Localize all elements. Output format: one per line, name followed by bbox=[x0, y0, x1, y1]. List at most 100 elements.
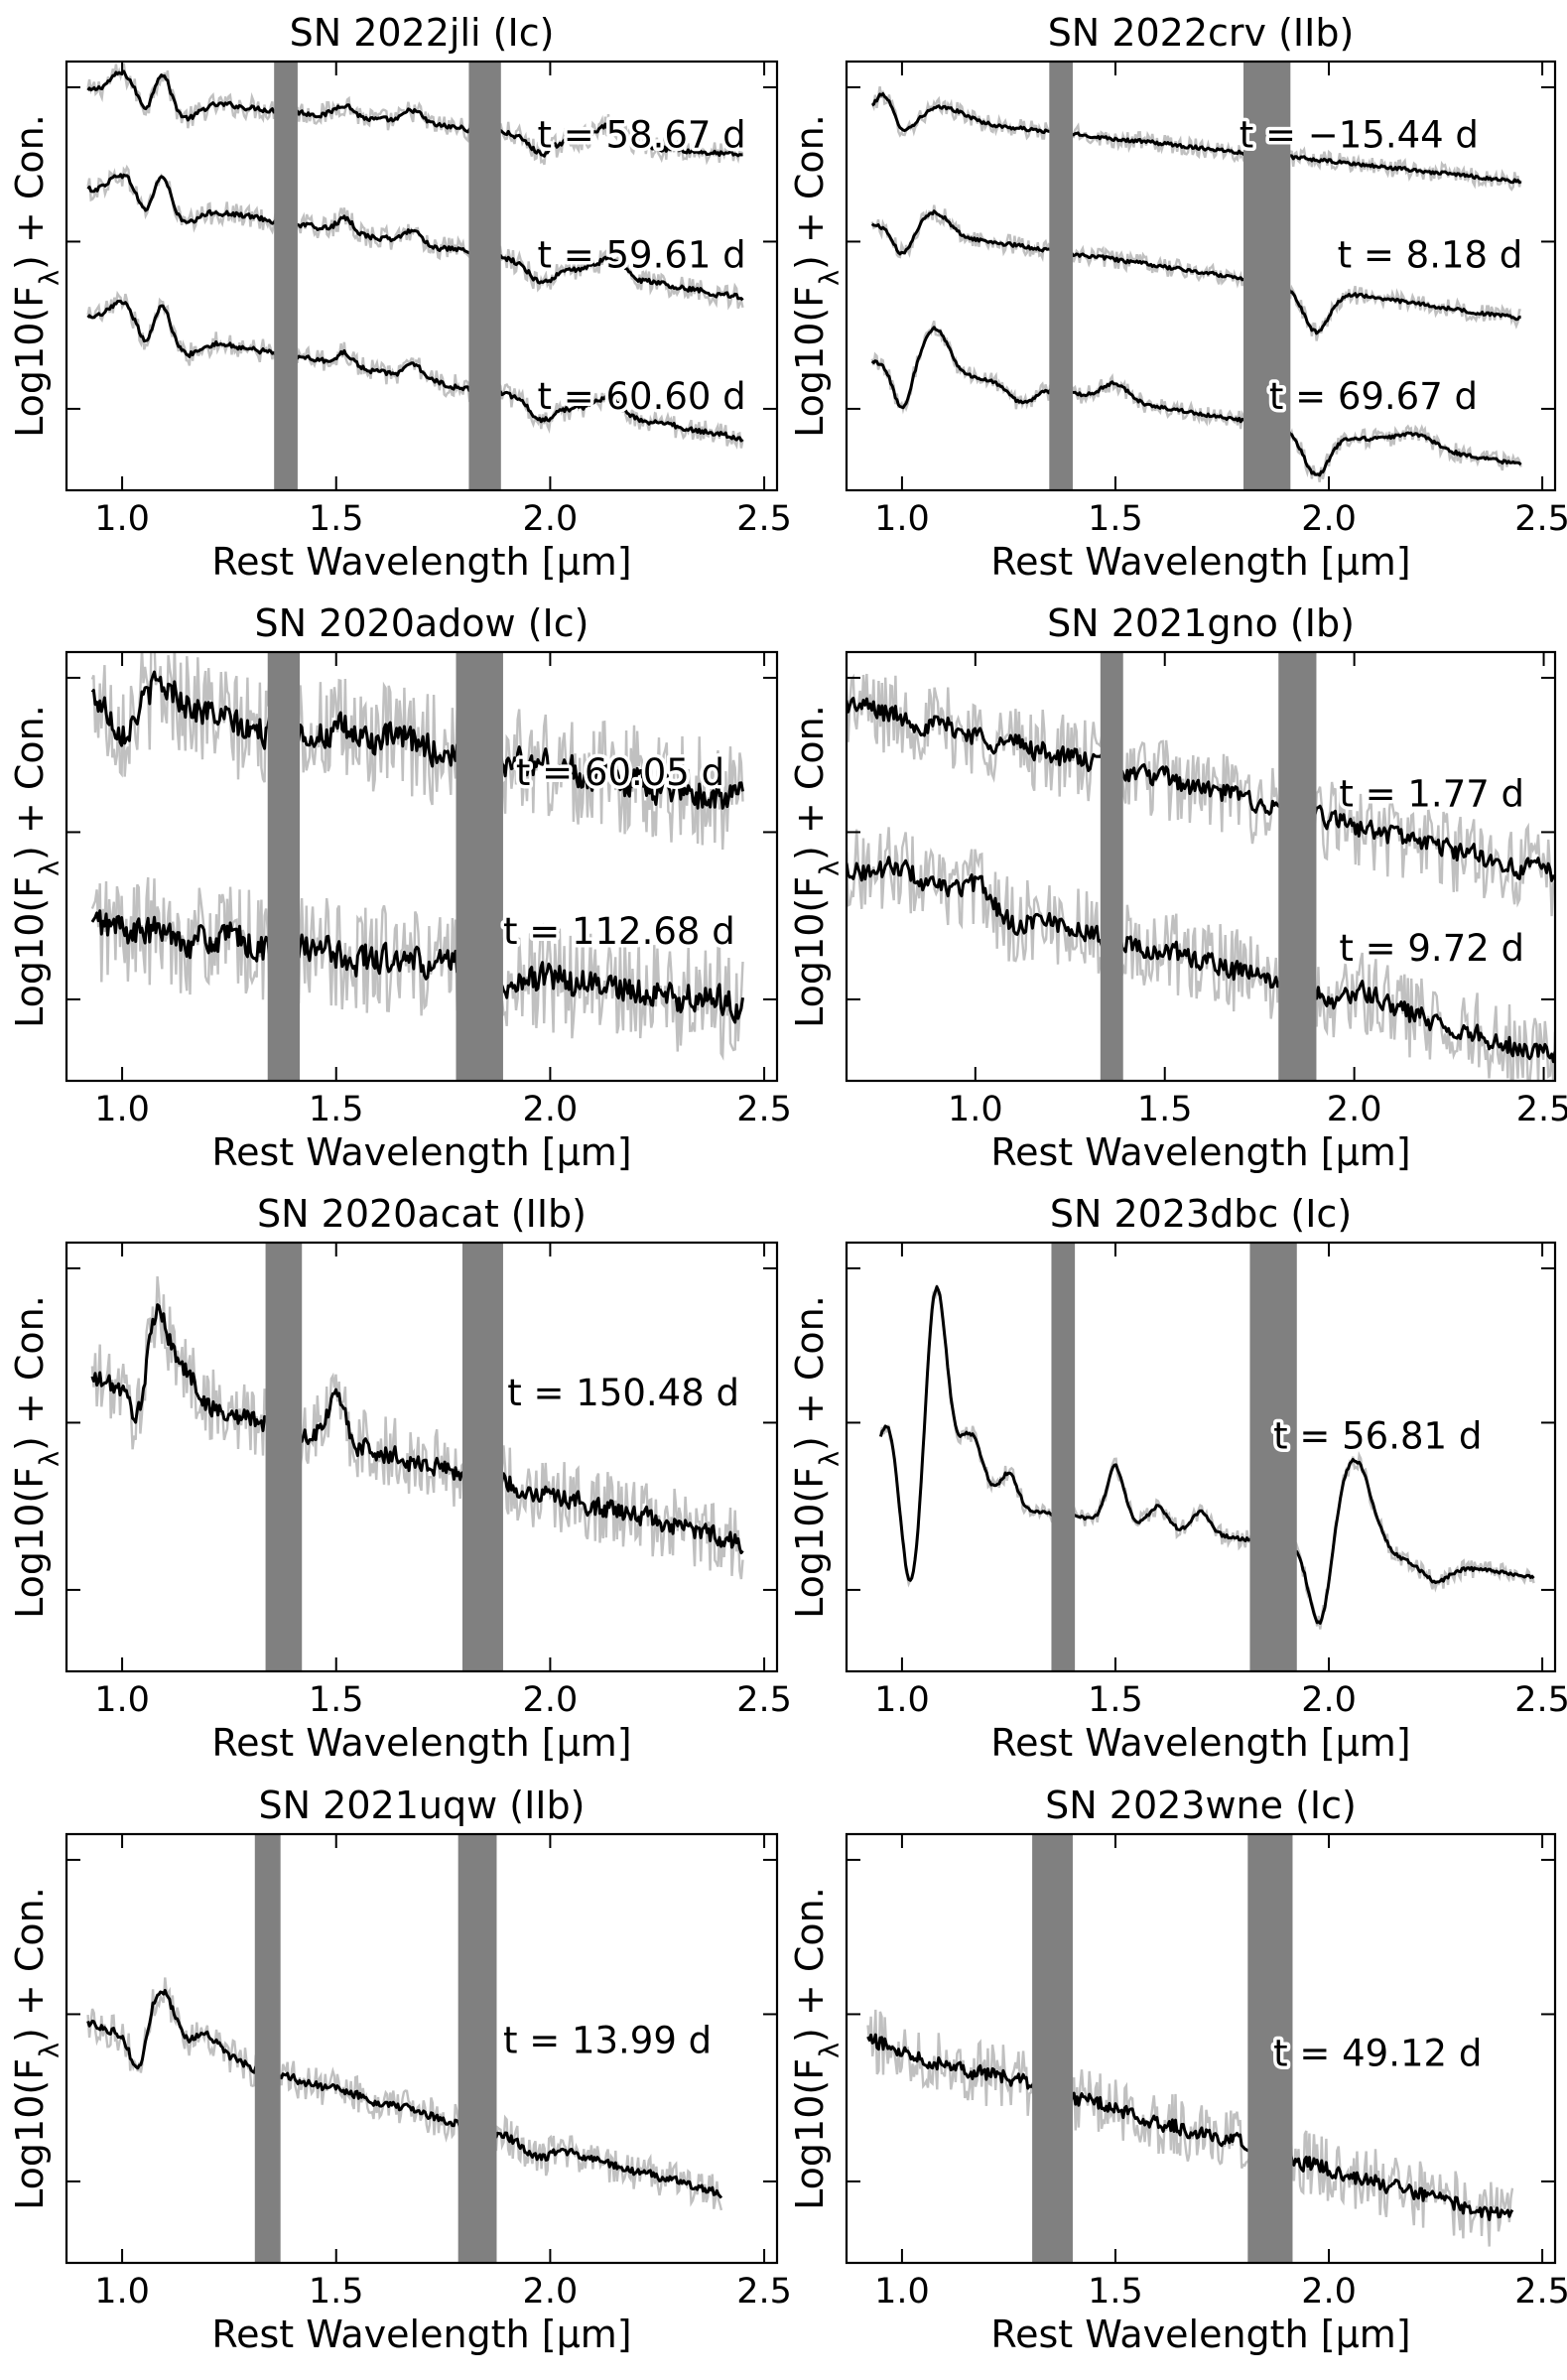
y-label-subscript: λ bbox=[815, 1451, 846, 1467]
panel-title: SN 2020acat (IIb) bbox=[257, 1192, 587, 1236]
raw-spectrum-1 bbox=[86, 1977, 723, 2211]
axes-frame bbox=[845, 1241, 1557, 1673]
x-axis-label: Rest Wavelength [µm] bbox=[990, 540, 1410, 584]
y-label-main: Log10(F bbox=[788, 2058, 832, 2210]
y-label-main: Log10(F bbox=[788, 286, 832, 438]
x-axis-label: Rest Wavelength [µm] bbox=[990, 1130, 1410, 1174]
raw-spectrum-3 bbox=[86, 290, 744, 450]
y-axis-label: Log10(Fλ) + Con. bbox=[788, 1295, 846, 1619]
y-label-rest: ) + Con. bbox=[8, 1887, 52, 2043]
axes-frame bbox=[845, 650, 1557, 1083]
raw-spectrum-2 bbox=[86, 164, 744, 311]
plot-area bbox=[90, 652, 744, 1081]
raw-spectrum-2 bbox=[90, 876, 744, 1061]
x-axis-label: Rest Wavelength [µm] bbox=[211, 1130, 631, 1174]
epoch-label-3: t = 69.67 d bbox=[1269, 375, 1478, 418]
x-tick-label: 2.5 bbox=[736, 2272, 792, 2312]
x-axis-label: Rest Wavelength [µm] bbox=[211, 2313, 631, 2356]
telluric-band-2 bbox=[457, 1834, 497, 2263]
x-tick-label: 2.0 bbox=[1327, 1090, 1382, 1129]
telluric-band-2 bbox=[1247, 1834, 1293, 2263]
epoch-label-1: t = 56.81 d bbox=[1273, 1414, 1482, 1457]
x-tick-label: 1.5 bbox=[309, 2272, 364, 2312]
y-label-main: Log10(F bbox=[8, 286, 52, 438]
y-axis-label: Log10(Fλ) + Con. bbox=[788, 705, 846, 1028]
telluric-band-2 bbox=[1278, 652, 1317, 1081]
panel-title: SN 2023dbc (Ic) bbox=[1050, 1192, 1352, 1236]
y-label-rest: ) + Con. bbox=[8, 1295, 52, 1451]
raw-spectrum-2 bbox=[847, 827, 1555, 1081]
axes-frame bbox=[65, 1241, 779, 1673]
plot-area bbox=[86, 62, 744, 490]
plot-area bbox=[90, 1243, 744, 1671]
x-tick-label: 2.5 bbox=[1516, 1090, 1567, 1129]
panel-7: t = 13.99 d 1.0 1.5 2.0 2.5 SN 2021uqw (IIb) R… bbox=[8, 1784, 792, 2356]
y-label-rest: ) + Con. bbox=[788, 1887, 832, 2043]
y-label-subscript: λ bbox=[35, 270, 65, 286]
raw-spectrum-1 bbox=[866, 2009, 1514, 2247]
smoothed-spectrum-1 bbox=[86, 1988, 723, 2199]
x-axis-label: Rest Wavelength [µm] bbox=[211, 540, 631, 584]
epoch-label-1: t = 1.77 d bbox=[1339, 773, 1524, 816]
x-tick-label: 2.5 bbox=[736, 499, 792, 539]
x-tick-label: 2.5 bbox=[1514, 2272, 1567, 2312]
panel-3: t = 60.05 d t = 112.68 d 1.0 1.5 2.0 2.5 SN 20… bbox=[8, 601, 792, 1174]
epoch-label-1: t = 49.12 d bbox=[1273, 2032, 1482, 2074]
axes-frame bbox=[65, 650, 779, 1083]
x-axis-label: Rest Wavelength [µm] bbox=[211, 1721, 631, 1765]
panel-title: SN 2022crv (IIb) bbox=[1048, 11, 1355, 55]
y-label-subscript: λ bbox=[815, 270, 846, 286]
x-tick-label: 1.0 bbox=[874, 1680, 930, 1720]
smoothed-spectrum-2 bbox=[86, 173, 744, 302]
x-tick-label: 1.5 bbox=[1088, 1680, 1143, 1720]
smoothed-spectrum-1 bbox=[86, 69, 743, 158]
y-label-subscript: λ bbox=[35, 860, 65, 876]
x-axis-label: Rest Wavelength [µm] bbox=[990, 2313, 1410, 2356]
epoch-label-3: t = 60.60 d bbox=[537, 375, 745, 418]
telluric-band-1 bbox=[1049, 62, 1073, 490]
y-label-main: Log10(F bbox=[788, 876, 832, 1028]
y-axis-label: Log10(Fλ) + Con. bbox=[8, 1295, 65, 1619]
x-tick-label: 2.5 bbox=[736, 1090, 792, 1129]
panel-title: SN 2022jli (Ic) bbox=[290, 11, 555, 55]
y-label-main: Log10(F bbox=[8, 2058, 52, 2210]
x-tick-label: 2.5 bbox=[736, 1680, 792, 1720]
y-label-main: Log10(F bbox=[8, 876, 52, 1028]
epoch-label-1: t = −15.44 d bbox=[1240, 113, 1479, 156]
telluric-band-1 bbox=[265, 1243, 303, 1671]
telluric-band-2 bbox=[461, 1243, 503, 1671]
plot-area bbox=[878, 1243, 1535, 1671]
panel-5: t = 150.48 d 1.0 1.5 2.0 2.5 SN 2020acat (IIb… bbox=[8, 1192, 792, 1765]
x-tick-label: 1.5 bbox=[1088, 2272, 1143, 2312]
x-tick-label: 1.0 bbox=[94, 2272, 150, 2312]
x-tick-label: 2.0 bbox=[523, 1680, 579, 1720]
y-label-subscript: λ bbox=[815, 860, 846, 876]
panel-6: t = 56.81 d 1.0 1.5 2.0 2.5 SN 2023dbc (Ic) Re… bbox=[788, 1192, 1567, 1765]
x-tick-label: 1.0 bbox=[94, 1090, 150, 1129]
telluric-band-2 bbox=[1243, 62, 1291, 490]
x-axis-label: Rest Wavelength [µm] bbox=[990, 1721, 1410, 1765]
x-tick-label: 2.0 bbox=[523, 2272, 579, 2312]
panel-8: t = 49.12 d 1.0 1.5 2.0 2.5 SN 2023wne (Ic) Re… bbox=[788, 1784, 1567, 2356]
epoch-label-2: t = 59.61 d bbox=[537, 233, 745, 276]
smoothed-spectrum-3 bbox=[870, 326, 1522, 477]
smoothed-spectrum-2 bbox=[870, 209, 1521, 335]
x-tick-label: 1.5 bbox=[309, 499, 364, 539]
epoch-label-2: t = 112.68 d bbox=[503, 910, 735, 953]
x-tick-label: 1.0 bbox=[94, 1680, 150, 1720]
smoothed-spectrum-2 bbox=[90, 909, 744, 1024]
panel-title: SN 2021gno (Ib) bbox=[1047, 601, 1355, 645]
y-label-rest: ) + Con. bbox=[788, 705, 832, 860]
epoch-label-2: t = 8.18 d bbox=[1338, 233, 1523, 276]
panel-1: t = 58.67 d t = 59.61 d t = 60.60 d 1.0 1.5 2… bbox=[8, 11, 792, 584]
y-label-rest: ) + Con. bbox=[788, 114, 832, 270]
panel-title: SN 2023wne (Ic) bbox=[1045, 1784, 1357, 1827]
telluric-band-2 bbox=[468, 62, 501, 490]
axes-frame bbox=[845, 60, 1557, 492]
raw-spectrum-1 bbox=[90, 1275, 744, 1580]
x-tick-label: 2.0 bbox=[523, 499, 579, 539]
axes-frame bbox=[845, 1832, 1557, 2265]
telluric-band-2 bbox=[1249, 1243, 1297, 1671]
panel-title: SN 2020adow (Ic) bbox=[255, 601, 589, 645]
